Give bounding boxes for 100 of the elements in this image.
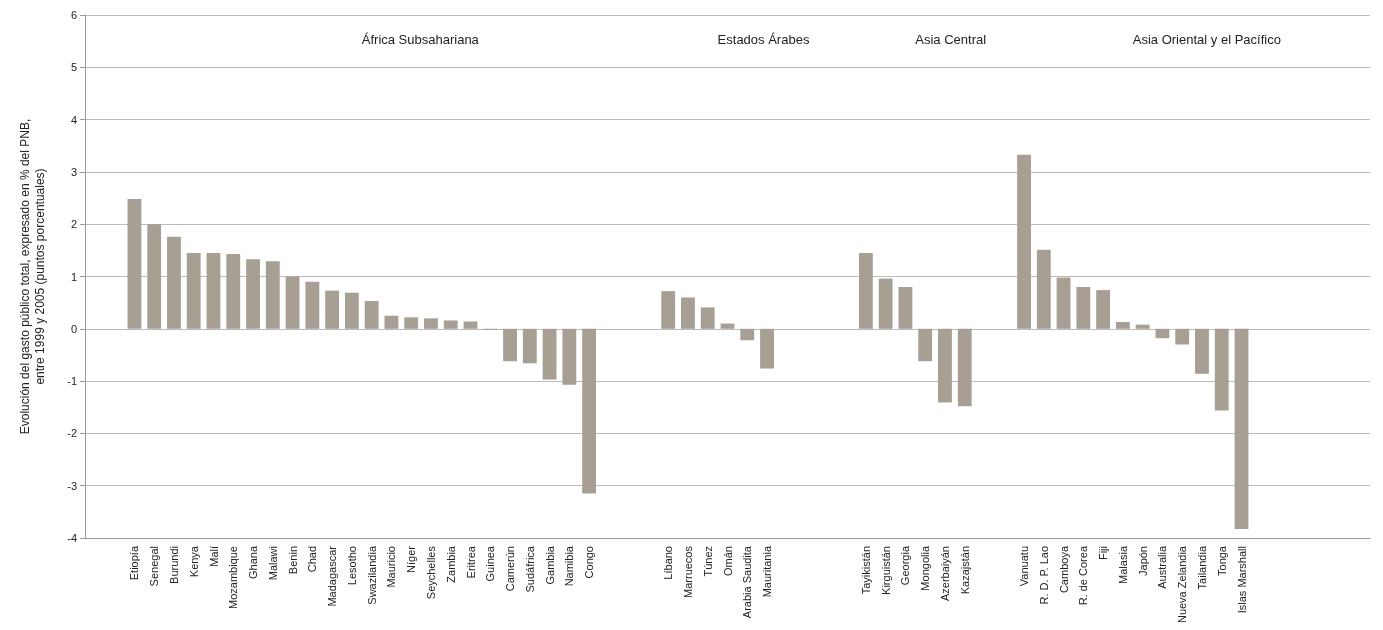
x-tick-label: Tayikistán [859,546,872,595]
x-tick-label: Azerbaiyán [938,546,951,602]
y-tick-label: -4 [67,532,77,544]
x-tick-label: Vanuatu [1018,546,1031,587]
x-tick-label: Kazajstán [958,546,971,595]
bar [344,292,359,329]
bar [226,254,241,329]
bar [522,328,537,364]
x-tick-label: R. D. P. Lao [1037,546,1050,605]
x-tick-label: Seychelles [424,545,437,600]
bar [938,328,952,403]
x-tick-label: Australia [1156,545,1169,589]
y-tick-label: 0 [70,322,77,335]
x-tick-label: Georgia [899,545,912,586]
bar [404,317,419,329]
bar [1076,286,1091,329]
bar [542,328,557,380]
x-tick-label: Malasia [1116,545,1129,584]
x-tick-label: Líbano [662,546,675,580]
bar [364,301,379,329]
x-tick-label: R. de Corea [1077,545,1090,606]
bar [957,328,972,407]
bar [562,328,577,385]
x-tick-label: Gambia [543,545,556,585]
x-tick-label: Zambia [444,545,457,583]
y-tick-label: 2 [70,218,77,231]
x-tick-label: Japón [1136,546,1149,576]
x-tick-label: Tonga [1215,545,1228,576]
bar [384,315,399,329]
x-tick-label: Malí [207,546,220,567]
x-tick-label: Malawi [266,546,279,581]
bar [1175,328,1190,345]
bar [127,199,142,329]
bar [740,328,755,341]
x-tick-label: Namibia [563,545,576,587]
x-tick-label: Lesotho [345,546,358,586]
bar [1195,328,1209,374]
y-tick-label: 3 [70,165,77,178]
x-tick-label: Guinea [484,545,497,582]
x-tick-label: Túnez [701,546,714,577]
bar [700,307,715,329]
annotation: Asia Oriental y el Pacífico [1132,32,1281,48]
bar [285,276,300,329]
y-tick-label: -1 [67,375,77,388]
bar [1056,277,1071,329]
bar [443,320,458,329]
x-tick-label: Eritrea [464,545,477,579]
bar [1017,154,1031,329]
bar [1096,290,1111,329]
x-tick-label: Ghana [247,545,260,580]
bar [898,286,913,329]
x-tick-label: Camerún [504,546,517,592]
bar [918,328,933,362]
bar [1214,328,1229,411]
annotation: África Subsahariana [361,32,480,48]
x-tick-label: Mauritania [761,545,774,598]
bar [325,290,340,329]
y-tick-label: 5 [70,61,77,74]
bar [1135,324,1150,329]
x-tick-label: Burundi [167,546,180,584]
bar [503,328,517,362]
bar [858,252,873,329]
bar [424,318,438,329]
y-tick-label: 6 [70,9,77,21]
x-tick-label: Kirguistán [879,546,892,595]
bar [265,261,280,329]
bar [720,323,735,329]
y-tick-label: 1 [70,270,77,283]
x-tick-label: Nueva Zelandia [1176,545,1189,624]
bar [186,252,201,329]
x-tick-label: Omán [721,546,734,576]
bar [1115,322,1130,329]
annotation: Estados Árabes [717,32,810,48]
bar [206,252,221,329]
bar [760,328,774,369]
bar [582,328,597,494]
annotation: Asia Central [915,32,987,48]
x-tick-label: Camboya [1057,545,1070,594]
x-tick-label: Arabia Saudita [741,545,754,619]
y-tick-label: 4 [70,113,77,126]
x-tick-label: Mongolia [919,545,932,591]
x-tick-label: Kenya [187,545,200,578]
x-tick-label: Tailandia [1195,545,1208,590]
x-tick-label: Benin [286,546,299,575]
y-tick-label: -2 [67,427,77,440]
bar [246,259,260,329]
bar [305,281,320,329]
x-tick-label: Madagascar [326,545,339,607]
bar [661,291,676,329]
x-tick-label: Chad [306,546,319,573]
x-tick-label: Swazilandia [365,545,378,605]
y-tick-label: -3 [67,479,77,492]
x-tick-label: Senegal [148,546,161,587]
bar [681,297,695,329]
bar [1155,328,1170,339]
bar [147,224,162,329]
bar [1036,249,1051,329]
x-tick-label: Níger [405,545,418,573]
x-tick-label: Mozambique [227,546,240,609]
x-tick-label: Fiji [1097,546,1110,561]
